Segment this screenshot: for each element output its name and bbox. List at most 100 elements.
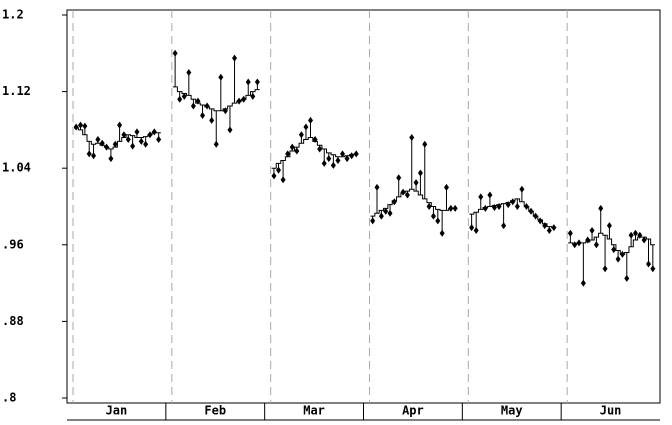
point: [321, 159, 327, 167]
point: [78, 121, 84, 129]
point: [370, 217, 376, 225]
point: [117, 121, 123, 129]
point: [82, 122, 88, 130]
x-tick-label: Mar: [303, 404, 325, 418]
point: [598, 204, 604, 212]
x-tick-label: Feb: [204, 404, 226, 418]
point: [151, 128, 157, 136]
x-tick-label: Jan: [106, 404, 128, 418]
point: [501, 222, 507, 230]
point: [73, 123, 79, 131]
point: [125, 135, 131, 143]
point: [130, 142, 136, 150]
point: [452, 204, 458, 212]
point: [505, 201, 511, 209]
point: [250, 92, 256, 100]
point: [227, 126, 233, 134]
point: [200, 112, 206, 120]
point: [213, 140, 219, 148]
y-tick-label: .96: [2, 237, 24, 251]
point: [400, 188, 406, 196]
point: [298, 131, 304, 139]
point: [121, 131, 127, 139]
point: [589, 226, 595, 234]
point: [186, 68, 192, 76]
point: [615, 255, 621, 263]
point: [523, 203, 529, 210]
point: [312, 135, 318, 143]
point: [619, 250, 625, 258]
point: [91, 152, 97, 160]
point: [353, 150, 359, 158]
point: [510, 198, 516, 206]
point: [624, 274, 630, 282]
point: [134, 128, 140, 136]
point: [190, 102, 196, 110]
point: [95, 135, 101, 143]
point: [572, 241, 578, 249]
point: [567, 229, 573, 237]
point: [482, 204, 488, 212]
point: [576, 239, 582, 247]
point: [383, 207, 389, 215]
point: [533, 212, 539, 220]
point: [391, 198, 397, 206]
point: [271, 172, 277, 180]
point: [637, 231, 643, 239]
point: [645, 260, 651, 268]
point: [241, 95, 247, 103]
point: [611, 246, 617, 254]
point: [108, 155, 114, 163]
smooth-line: [172, 86, 260, 112]
x-tick-label: May: [501, 404, 523, 418]
point: [340, 150, 346, 158]
point: [172, 49, 178, 57]
point: [417, 169, 423, 177]
point: [326, 155, 332, 163]
point: [232, 54, 238, 62]
point: [487, 191, 493, 199]
point: [147, 131, 153, 139]
point: [396, 174, 402, 182]
point: [632, 229, 638, 237]
point: [426, 203, 432, 210]
point: [602, 265, 608, 273]
point: [593, 241, 599, 249]
point: [496, 203, 502, 210]
point: [435, 217, 441, 225]
point: [422, 140, 428, 148]
point: [289, 143, 295, 151]
point: [478, 193, 484, 201]
x-tick-label: Jun: [600, 404, 622, 418]
point: [236, 97, 242, 105]
point: [112, 140, 118, 148]
point: [374, 183, 380, 191]
point: [491, 203, 497, 211]
point: [294, 147, 300, 155]
point: [156, 135, 162, 143]
point: [404, 191, 410, 199]
point: [181, 92, 187, 100]
point: [303, 123, 309, 131]
point: [138, 137, 144, 145]
point: [104, 143, 110, 151]
point: [344, 155, 350, 163]
point: [317, 145, 323, 153]
point: [443, 183, 449, 191]
point: [285, 150, 291, 158]
point: [218, 73, 224, 81]
point: [528, 207, 534, 215]
point: [519, 185, 525, 193]
y-tick-label: .8: [2, 391, 16, 405]
point: [585, 236, 591, 244]
y-tick-label: 1.2: [2, 8, 24, 22]
point: [143, 140, 149, 148]
x-tick-label: Apr: [402, 404, 424, 418]
point: [177, 95, 183, 103]
point: [86, 150, 92, 158]
point: [628, 231, 634, 239]
point: [204, 102, 210, 110]
point: [641, 236, 647, 244]
point: [409, 134, 415, 142]
